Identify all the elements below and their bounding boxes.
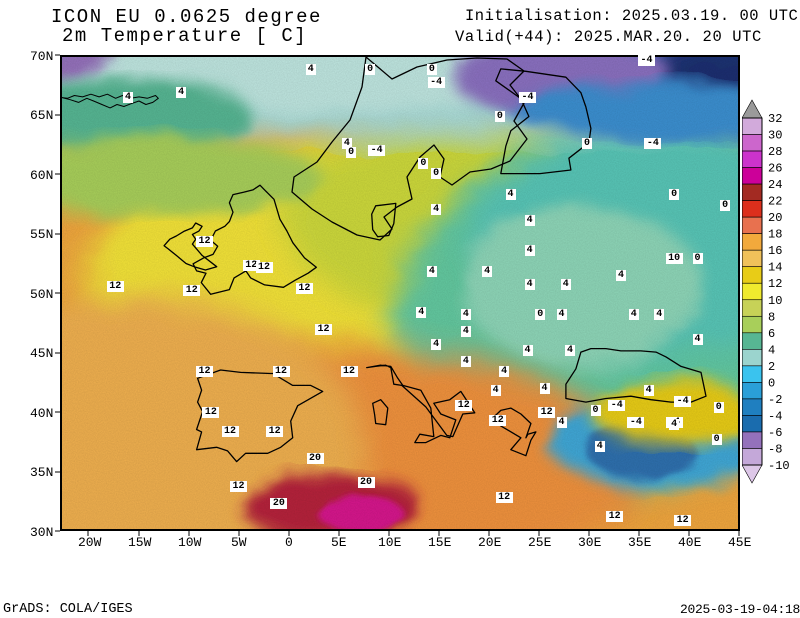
svg-text:12: 12 bbox=[768, 277, 782, 291]
svg-text:32: 32 bbox=[768, 112, 782, 126]
svg-text:8: 8 bbox=[768, 310, 775, 324]
svg-text:-6: -6 bbox=[768, 426, 782, 440]
svg-text:-4: -4 bbox=[768, 409, 782, 423]
svg-text:18: 18 bbox=[768, 228, 782, 242]
svg-text:-10: -10 bbox=[768, 459, 790, 473]
svg-text:20: 20 bbox=[768, 211, 782, 225]
svg-text:28: 28 bbox=[768, 145, 782, 159]
svg-text:6: 6 bbox=[768, 327, 775, 341]
svg-text:16: 16 bbox=[768, 244, 782, 258]
svg-text:22: 22 bbox=[768, 195, 782, 209]
svg-text:14: 14 bbox=[768, 261, 782, 275]
svg-text:0: 0 bbox=[768, 376, 775, 390]
svg-text:-8: -8 bbox=[768, 443, 782, 457]
svg-text:10: 10 bbox=[768, 294, 782, 308]
svg-text:24: 24 bbox=[768, 178, 782, 192]
svg-text:-2: -2 bbox=[768, 393, 782, 407]
svg-text:30: 30 bbox=[768, 129, 782, 143]
svg-text:26: 26 bbox=[768, 162, 782, 176]
svg-text:2: 2 bbox=[768, 360, 775, 374]
svg-text:4: 4 bbox=[768, 343, 775, 357]
